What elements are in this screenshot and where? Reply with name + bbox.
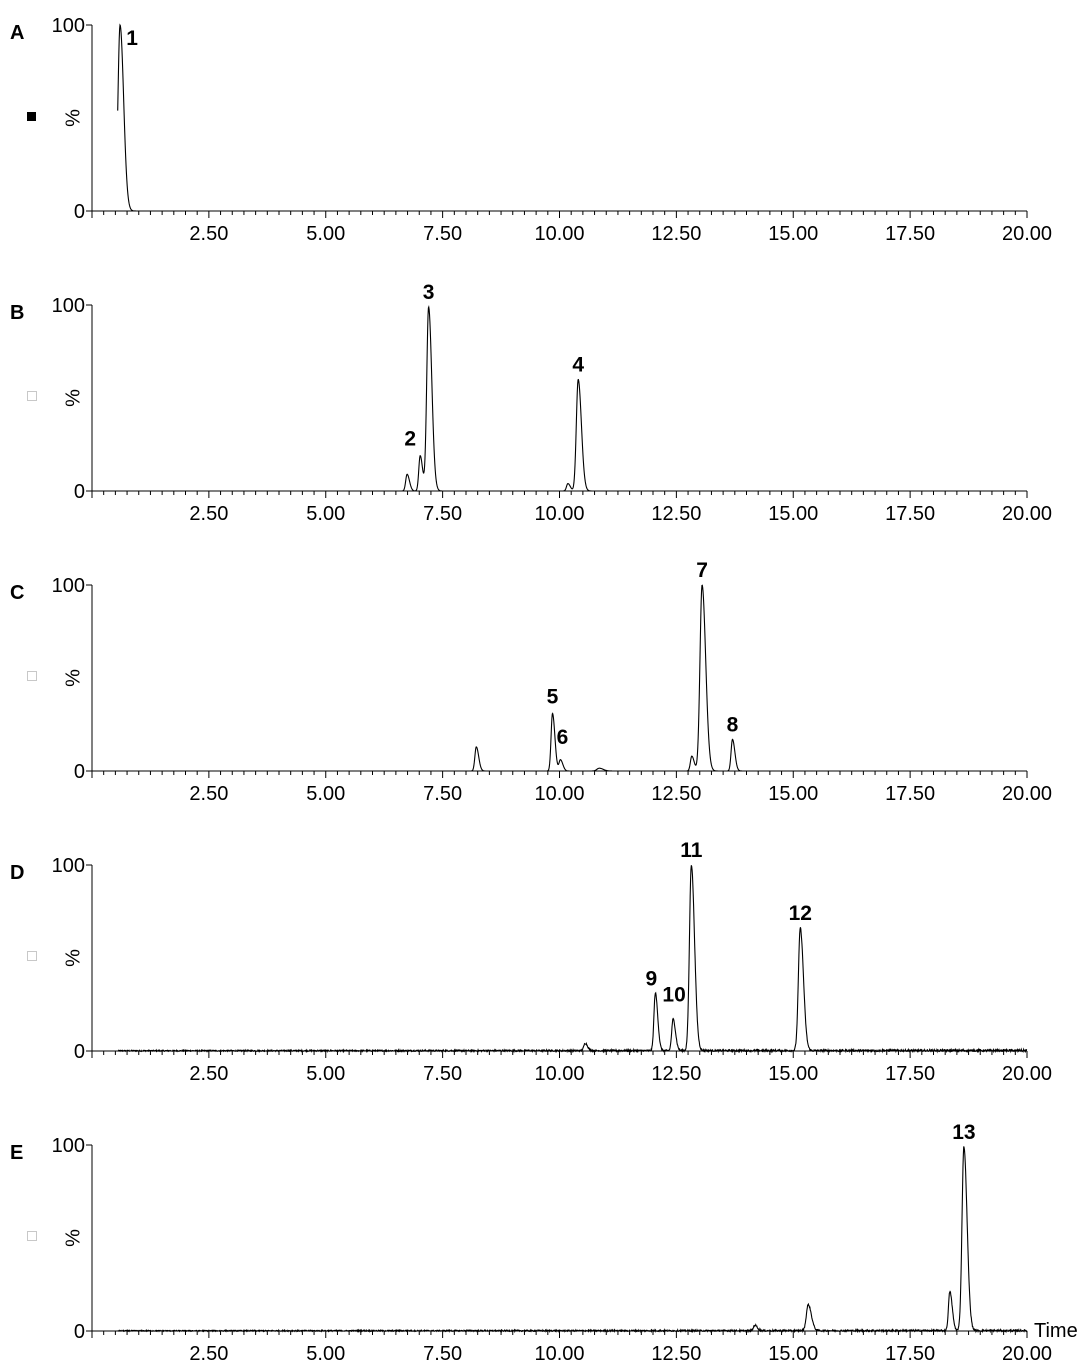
y-tick-label: 100 xyxy=(52,855,85,877)
x-tick-label: 15.00 xyxy=(768,1343,818,1365)
y-axis-label: % xyxy=(62,949,84,967)
x-tick-label: 10.00 xyxy=(534,223,584,245)
x-tick-label: 5.00 xyxy=(306,223,345,245)
x-tick-label: 12.50 xyxy=(651,1343,701,1365)
x-tick-label: 12.50 xyxy=(651,1063,701,1085)
chart-panel-c: C 100 0% 2.50 5.00 7.50 10.00 12.50 15.00 17.50 20… xyxy=(10,559,1052,805)
x-tick-label: 20.00 xyxy=(1002,503,1052,525)
y-tick-label: 100 xyxy=(52,295,85,317)
x-tick-label: 15.00 xyxy=(768,783,818,805)
x-tick-label: 10.00 xyxy=(534,503,584,525)
panel-label: C xyxy=(10,582,24,604)
panel-label: A xyxy=(10,22,24,44)
y-axis-label: % xyxy=(62,669,84,687)
x-tick-label: 10.00 xyxy=(534,1063,584,1085)
x-tick-label: 5.00 xyxy=(306,503,345,525)
panel-label: D xyxy=(10,862,24,884)
x-tick-label: 12.50 xyxy=(651,503,701,525)
trace-marker-icon xyxy=(27,671,37,681)
peak-label: 11 xyxy=(680,839,703,862)
x-tick-label: 17.50 xyxy=(885,783,935,805)
chart-panel-e: E 100 0% 2.50 5.00 7.50 10.00 12.50 15.00 17.50 20… xyxy=(10,1121,1078,1365)
chromatogram-trace xyxy=(117,1146,1028,1334)
x-tick-label: 20.00 xyxy=(1002,223,1052,245)
y-tick-label: 0 xyxy=(74,761,85,783)
x-tick-label: 15.00 xyxy=(768,223,818,245)
x-tick-label: 10.00 xyxy=(534,1343,584,1365)
chromatogram-trace xyxy=(117,865,1028,1054)
peak-label: 7 xyxy=(696,559,708,582)
x-tick-label: 17.50 xyxy=(885,1063,935,1085)
x-tick-label: 15.00 xyxy=(768,1063,818,1085)
x-tick-label: 2.50 xyxy=(189,783,228,805)
peak-label: 4 xyxy=(572,353,584,376)
x-tick-label: 5.00 xyxy=(306,783,345,805)
x-tick-label: 12.50 xyxy=(651,783,701,805)
x-tick-label: 2.50 xyxy=(189,503,228,525)
x-tick-label: 10.00 xyxy=(534,783,584,805)
x-tick-label: 12.50 xyxy=(651,223,701,245)
peak-label: 1 xyxy=(126,27,138,50)
trace-marker-icon xyxy=(27,391,37,401)
y-tick-label: 0 xyxy=(74,1041,85,1063)
x-tick-label: 7.50 xyxy=(423,783,462,805)
chromatogram-trace xyxy=(117,304,1027,492)
chart-panel-a: A 100 0% 2.50 5.00 7.50 10.00 12.50 15.00 17.50 20… xyxy=(10,15,1052,245)
chart-panel-b: B 100 0% 2.50 5.00 7.50 10.00 12.50 15.00 17.50 20… xyxy=(10,281,1052,525)
y-axis-label: % xyxy=(62,389,84,407)
x-tick-label: 5.00 xyxy=(306,1343,345,1365)
x-tick-label: 20.00 xyxy=(1002,783,1052,805)
y-tick-label: 100 xyxy=(52,1135,85,1157)
x-tick-label: 7.50 xyxy=(423,223,462,245)
y-axis-label: % xyxy=(62,109,84,127)
peak-label: 2 xyxy=(404,428,416,451)
peak-label: 9 xyxy=(645,967,657,990)
chromatogram-trace xyxy=(117,23,1027,212)
x-tick-label: 7.50 xyxy=(423,1343,462,1365)
y-tick-label: 100 xyxy=(52,15,85,37)
peak-label: 6 xyxy=(557,726,569,749)
x-tick-label: 7.50 xyxy=(423,503,462,525)
y-axis-label: % xyxy=(62,1229,84,1247)
x-tick-label: 17.50 xyxy=(885,503,935,525)
peak-label: 13 xyxy=(952,1121,975,1144)
x-axis-label: Time xyxy=(1034,1320,1078,1342)
trace-marker-icon xyxy=(27,112,36,121)
peak-label: 10 xyxy=(662,983,685,1006)
chromatogram-trace xyxy=(117,584,1027,772)
x-tick-label: 5.00 xyxy=(306,1063,345,1085)
x-tick-label: 20.00 xyxy=(1002,1343,1052,1365)
trace-marker-icon xyxy=(27,1231,37,1241)
panel-label: E xyxy=(10,1142,23,1164)
panel-label: B xyxy=(10,302,24,324)
x-tick-label: 2.50 xyxy=(189,223,228,245)
y-tick-label: 0 xyxy=(74,481,85,503)
x-tick-label: 17.50 xyxy=(885,223,935,245)
x-tick-label: 15.00 xyxy=(768,503,818,525)
x-tick-label: 2.50 xyxy=(189,1343,228,1365)
x-tick-label: 17.50 xyxy=(885,1343,935,1365)
peak-label: 5 xyxy=(547,685,559,708)
peak-label: 8 xyxy=(727,713,739,736)
x-tick-label: 7.50 xyxy=(423,1063,462,1085)
y-tick-label: 0 xyxy=(74,201,85,223)
y-tick-label: 100 xyxy=(52,575,85,597)
peak-label: 3 xyxy=(423,281,435,304)
x-tick-label: 20.00 xyxy=(1002,1063,1052,1085)
trace-marker-icon xyxy=(27,951,37,961)
chart-panel-d: D 100 0% 2.50 5.00 7.50 10.00 12.50 15.00 17.50 20… xyxy=(10,839,1052,1085)
x-tick-label: 2.50 xyxy=(189,1063,228,1085)
peak-label: 12 xyxy=(789,902,812,925)
y-tick-label: 0 xyxy=(74,1321,85,1343)
